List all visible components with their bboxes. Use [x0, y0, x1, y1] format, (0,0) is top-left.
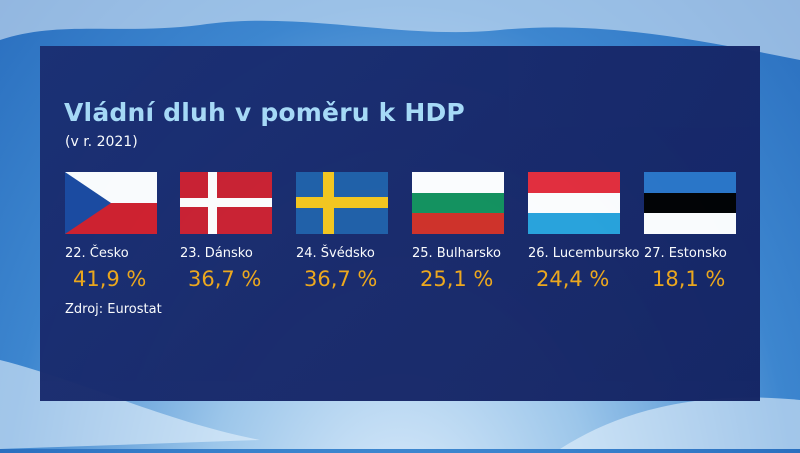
- luxembourg-flag-icon: [528, 172, 620, 234]
- danish-flag-icon: [180, 172, 272, 234]
- country-rank-label: 25. Bulharsko: [412, 246, 501, 261]
- page-title: Vládní dluh v poměru k HDP: [64, 98, 465, 127]
- czech-flag-icon: [65, 172, 157, 234]
- country-rank-label: 22. Česko: [65, 246, 129, 261]
- country-rank-label: 23. Dánsko: [180, 246, 253, 261]
- country-value: 25,1 %: [420, 267, 494, 291]
- info-panel: Vládní dluh v poměru k HDP (v r. 2021) 2…: [40, 46, 760, 401]
- country-card: 24. Švédsko 36,7 %: [296, 172, 406, 291]
- country-card: 27. Estonsko 18,1 %: [644, 172, 754, 291]
- country-value: 36,7 %: [304, 267, 378, 291]
- bulgarian-flag-icon: [412, 172, 504, 234]
- country-card: 25. Bulharsko 25,1 %: [412, 172, 522, 291]
- swedish-flag-icon: [296, 172, 388, 234]
- country-value: 36,7 %: [188, 267, 262, 291]
- country-value: 24,4 %: [536, 267, 610, 291]
- country-card: 22. Česko 41,9 %: [65, 172, 175, 291]
- subtitle: (v r. 2021): [65, 134, 138, 150]
- source-note: Zdroj: Eurostat: [65, 302, 162, 317]
- country-card: 26. Lucembursko 24,4 %: [528, 172, 640, 291]
- country-value: 41,9 %: [73, 267, 147, 291]
- country-rank-label: 24. Švédsko: [296, 246, 375, 261]
- country-value: 18,1 %: [652, 267, 726, 291]
- estonian-flag-icon: [644, 172, 736, 234]
- country-rank-label: 27. Estonsko: [644, 246, 727, 261]
- country-rank-label: 26. Lucembursko: [528, 246, 640, 261]
- country-card: 23. Dánsko 36,7 %: [180, 172, 290, 291]
